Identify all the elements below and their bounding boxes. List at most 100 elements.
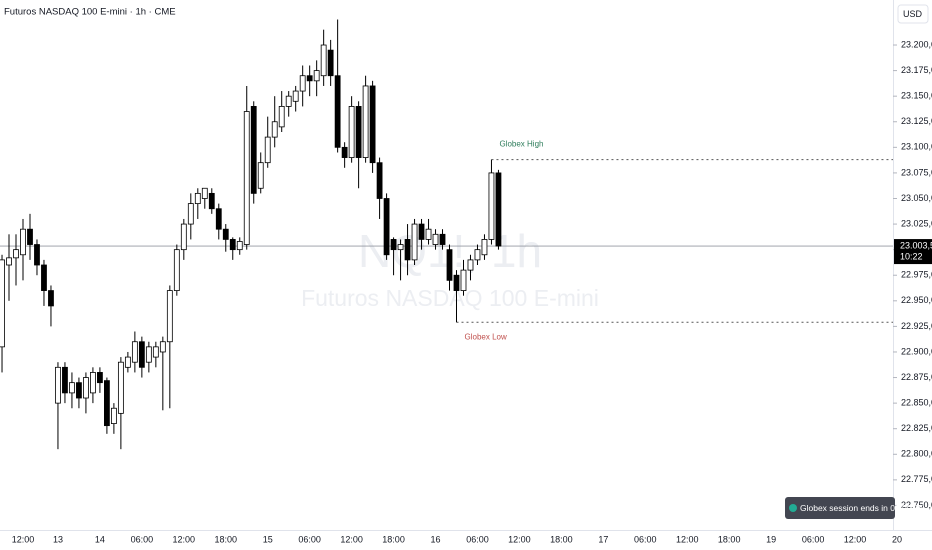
candle-body: [229, 239, 236, 251]
candle-body: [369, 85, 376, 164]
candle-body: [292, 90, 299, 102]
candle-body: [348, 106, 355, 158]
candle-body: [0, 259, 5, 348]
candle-body: [6, 257, 12, 266]
x-tick-label: 06:00: [802, 534, 825, 544]
last-price-tag: [894, 239, 932, 265]
y-tick-label: 22.850,00: [901, 398, 932, 408]
candle-body: [69, 382, 75, 394]
candle-body: [62, 366, 68, 394]
x-tick-label: 19: [766, 534, 776, 544]
y-tick-label: 23.050,00: [901, 193, 932, 203]
candle-body: [243, 111, 250, 245]
x-tick-label: 18:00: [718, 534, 741, 544]
candle-body: [76, 382, 82, 399]
candle-body: [152, 346, 159, 358]
candle-body: [355, 106, 362, 158]
candle-body: [327, 49, 334, 77]
candle-body: [97, 372, 103, 384]
y-tick-label: 22.875,00: [901, 372, 932, 382]
candle-body: [13, 249, 19, 259]
candle-body: [90, 372, 96, 394]
candle-body: [173, 249, 180, 291]
x-tick-label: 06:00: [634, 534, 657, 544]
y-tick-label: 23.025,00: [901, 218, 932, 228]
y-tick-label: 22.775,00: [901, 474, 932, 484]
x-tick-label: 18:00: [550, 534, 573, 544]
y-tick-label: 22.800,00: [901, 449, 932, 459]
candle-body: [117, 361, 124, 414]
candle-body: [404, 239, 411, 261]
countdown: 10:22: [900, 251, 923, 261]
currency[interactable]: USD: [903, 9, 923, 19]
x-tick-label: 18:00: [382, 534, 405, 544]
candle-body: [187, 203, 194, 225]
candle-body: [83, 377, 89, 399]
candle-body: [215, 208, 222, 230]
candle-body: [488, 172, 495, 240]
candle-body: [48, 290, 54, 307]
candle-body: [110, 407, 117, 424]
candle-body: [460, 269, 467, 291]
y-tick-label: 23.125,00: [901, 116, 932, 126]
y-tick-label: 23.150,00: [901, 91, 932, 101]
candle-body: [453, 274, 460, 291]
x-tick-label: 20: [892, 534, 902, 544]
candle-body: [383, 198, 390, 256]
candle-body: [334, 75, 341, 148]
x-tick-label: 12:00: [340, 534, 363, 544]
candle-body: [390, 239, 397, 251]
y-tick-label: 23.100,00: [901, 142, 932, 152]
candle-body: [425, 228, 432, 240]
candle-body: [446, 249, 453, 281]
y-tick-label: 23.175,00: [901, 65, 932, 75]
x-tick-label: 12:00: [676, 534, 699, 544]
candle-body: [55, 366, 61, 404]
candle-body: [397, 244, 404, 251]
y-tick-label: 22.950,00: [901, 295, 932, 305]
candle-body: [341, 146, 348, 158]
x-tick-label: 12:00: [12, 534, 35, 544]
candle-body: [34, 244, 40, 266]
candle-body: [376, 162, 383, 199]
candle-body: [236, 241, 243, 251]
currency-button[interactable]: [897, 4, 929, 24]
y-tick-label: 23.075,00: [901, 167, 932, 177]
candle-body: [20, 228, 26, 256]
x-tick-label: 12:00: [508, 534, 531, 544]
x-tick-label: 06:00: [466, 534, 489, 544]
candle-body: [104, 380, 110, 427]
notice-text: Globex session ends in 00:00:55: [800, 503, 924, 513]
candle-body: [285, 95, 292, 107]
candle-body: [41, 264, 47, 291]
x-tick-label: 16: [431, 534, 441, 544]
candle-body: [306, 75, 313, 82]
level-label: Globex Low: [465, 332, 507, 341]
candle-body: [432, 233, 439, 245]
x-tick-label: 18:00: [214, 534, 237, 544]
candle-body: [313, 70, 320, 82]
candle-body: [362, 85, 369, 158]
candle-body: [138, 341, 145, 368]
chart-title: Futuros NASDAQ 100 E-mini · 1h · CME: [4, 7, 176, 18]
candle-body: [250, 106, 257, 194]
y-tick-label: 23.200,00: [901, 39, 932, 49]
notice-box: [785, 497, 895, 519]
candle-body: [27, 228, 33, 245]
candle-body: [278, 106, 285, 128]
candle-body: [166, 290, 173, 343]
candle-body: [145, 346, 152, 363]
x-tick-label: 06:00: [298, 534, 321, 544]
candle-body: [222, 228, 229, 240]
candle-body: [180, 223, 187, 251]
candle-body: [257, 162, 264, 189]
y-tick-label: 22.975,00: [901, 270, 932, 280]
x-tick-label: 12:00: [173, 534, 196, 544]
candle-body: [411, 223, 418, 261]
y-tick-label: 22.750,00: [901, 500, 932, 510]
y-tick-label: 22.825,00: [901, 423, 932, 433]
candle-body: [159, 341, 166, 353]
candle-body: [208, 192, 215, 210]
